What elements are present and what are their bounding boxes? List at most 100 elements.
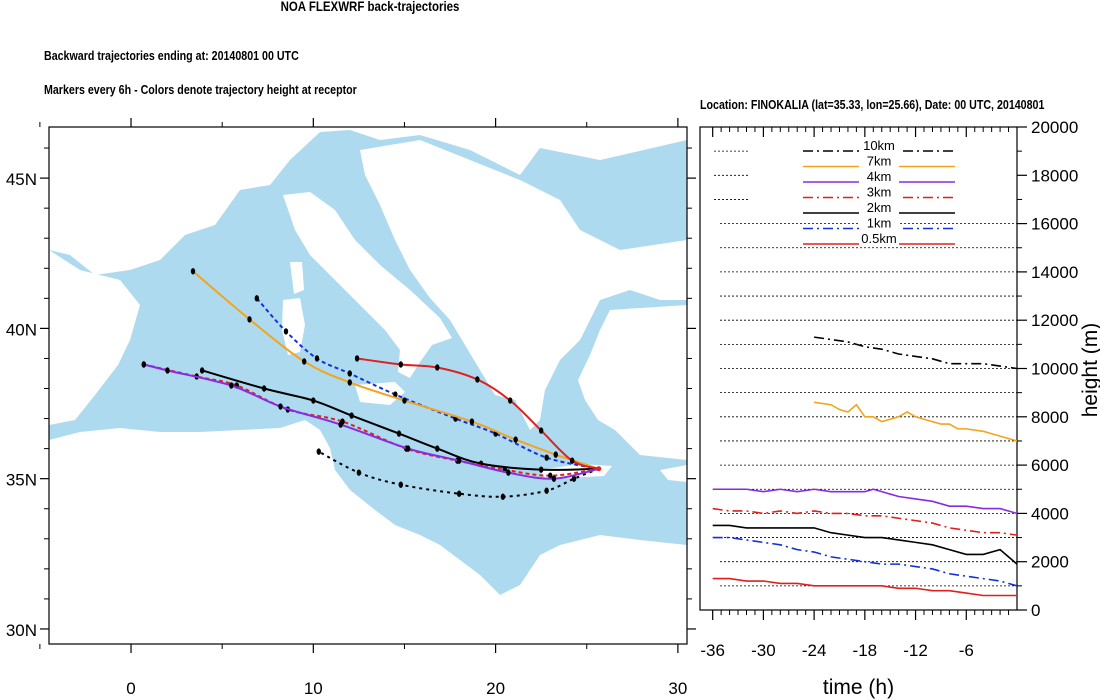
trajectory-marker	[553, 451, 558, 458]
height-y-tick-label: 4000	[1031, 504, 1069, 523]
trajectory-marker	[548, 472, 553, 479]
trajectory-marker	[456, 457, 462, 464]
height-y-tick-label: 18000	[1031, 166, 1078, 185]
time-x-tick-label: -30	[751, 641, 776, 660]
location-label: Location: FINOKALIA (lat=35.33, lon=25.6…	[700, 97, 1045, 112]
trajectory-marker	[538, 466, 544, 473]
legend-label: 4km	[867, 169, 892, 184]
series-line-4km	[712, 488, 1018, 515]
trajectory-marker	[354, 355, 360, 362]
series-line-10km	[814, 336, 1018, 370]
map-axis-labels: 0 10 20 30 45N 40N 35N 30N	[6, 170, 688, 698]
trajectory-marker	[506, 469, 511, 476]
legend-label-bg	[859, 140, 899, 152]
map-x-tick-label: 20	[486, 679, 505, 698]
trajectory-marker	[398, 481, 404, 488]
land-anatolia	[578, 305, 687, 460]
legend-label-bg	[859, 155, 899, 168]
height-y-tick-label: 0	[1031, 601, 1040, 620]
trajectory-marker	[435, 364, 440, 371]
trajectory-marker	[278, 403, 283, 410]
trajectory-marker	[544, 454, 549, 461]
trajectory-marker	[402, 397, 407, 404]
trajectory-marker	[347, 379, 352, 386]
legend-label: 10km	[863, 138, 895, 153]
trajectory-10km	[318, 450, 600, 498]
series-line-7km	[814, 401, 1018, 442]
series-line-0.5km	[712, 577, 1017, 597]
trajectory-marker	[393, 391, 398, 398]
height-y-tick-label: 12000	[1031, 311, 1078, 330]
trajectory-marker	[571, 475, 577, 482]
trajectory-marker	[229, 382, 234, 389]
height-y-tick-label: 8000	[1031, 408, 1069, 427]
height-y-tick-label: 14000	[1031, 263, 1078, 282]
trajectory-marker	[314, 355, 320, 362]
legend-label-bg	[859, 186, 899, 199]
time-x-tick-label: -18	[853, 641, 878, 660]
trajectory-marker	[199, 367, 205, 374]
trajectory-marker	[544, 487, 549, 494]
height-y-tick-label: 16000	[1031, 215, 1078, 234]
height-y-tick-label: 20000	[1031, 118, 1078, 137]
trajectory-3km	[143, 363, 599, 477]
height-y-tick-label: 2000	[1031, 553, 1069, 572]
trajectory-marker	[569, 457, 575, 464]
legend-label: 0.5km	[861, 231, 896, 246]
trajectory-marker	[349, 412, 354, 419]
land-north-africa	[49, 420, 687, 644]
trajectory-marker	[338, 421, 343, 428]
trajectory-marker	[141, 361, 146, 368]
legend-label: 3km	[867, 185, 892, 200]
land-corsica	[290, 262, 304, 294]
map-y-tick-label: 40N	[6, 320, 37, 339]
legend-label-bg	[859, 202, 899, 214]
trajectory-marker	[507, 397, 513, 404]
trajectory-marker	[311, 397, 316, 404]
legend-label: 1km	[867, 216, 892, 231]
trajectory-marker	[316, 448, 321, 455]
land-europe-north	[49, 127, 687, 275]
legend-label-bg	[859, 233, 899, 245]
trajectory-marker	[405, 445, 411, 452]
trajectory-marker	[398, 361, 404, 368]
land-cyprus	[660, 465, 687, 482]
series-line-1km	[712, 536, 1018, 587]
trajectory-marker	[302, 358, 307, 365]
trajectory-marker	[500, 493, 506, 500]
land-balkans	[360, 140, 687, 430]
legend-label-bg	[859, 171, 899, 183]
trajectory-marker	[435, 445, 440, 452]
trajectory-marker	[538, 427, 544, 434]
map-y-tick-label: 45N	[6, 170, 37, 189]
chart-title: NOA FLEXWRF back-trajectories	[280, 0, 460, 14]
time-x-tick-label: -12	[903, 641, 928, 660]
trajectory-marker	[347, 370, 352, 377]
time-chart-ticks	[712, 126, 1027, 620]
trajectory-4km	[143, 363, 599, 480]
land-masses	[49, 127, 687, 644]
time-x-tick-label: -6	[959, 641, 974, 660]
map-frame	[48, 126, 688, 645]
map-x-tick-label: 0	[126, 679, 135, 698]
trajectory-marker	[190, 268, 196, 275]
legend-label: 7km	[867, 154, 892, 169]
trajectory-marker	[475, 376, 480, 383]
height-y-tick-label: 6000	[1031, 456, 1069, 475]
time-chart-axis-labels: -36 -30 -24 -18 -12 -6 0 2000 4000 6000 8000 10000 1…	[700, 118, 1100, 699]
time-x-tick-label: -24	[802, 641, 827, 660]
receptor-marker	[596, 466, 602, 472]
legend-label: 2km	[867, 200, 892, 215]
map-x-tick-label: 10	[304, 679, 323, 698]
series-line-2km	[712, 524, 1018, 565]
trajectory-marker	[551, 475, 557, 482]
trajectory-lines	[141, 268, 602, 500]
land-italy	[283, 192, 452, 378]
legend-label-bg	[859, 217, 899, 230]
trajectory-marker	[261, 385, 267, 392]
subtitle-markers: Markers every 6h - Colors denote traject…	[44, 82, 357, 97]
trajectory-marker	[247, 316, 252, 323]
